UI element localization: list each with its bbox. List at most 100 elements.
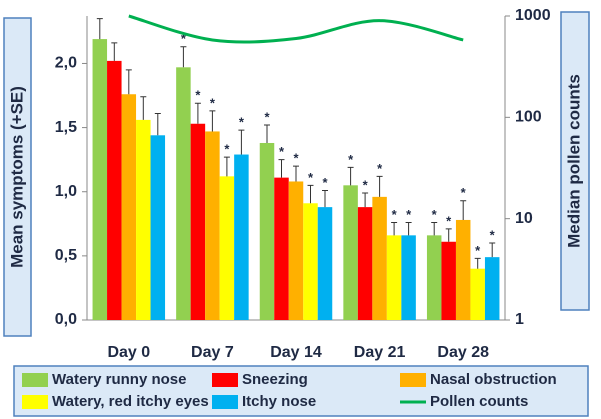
error-bar	[489, 242, 496, 258]
significance-mark: *	[490, 227, 496, 242]
legend-swatch	[22, 373, 48, 387]
error-bar	[194, 102, 201, 124]
bar	[455, 219, 471, 320]
bar	[317, 207, 333, 320]
error-bar	[278, 159, 285, 178]
bar	[426, 235, 442, 320]
y2-axis-title-box	[560, 11, 590, 311]
error-bar	[293, 165, 299, 182]
y-tick-label: 0,5	[55, 247, 77, 264]
significance-mark: *	[475, 243, 481, 258]
y2-tick-label: 100	[515, 109, 542, 126]
error-bar	[376, 175, 383, 197]
error-bar	[460, 200, 467, 220]
x-tick-label: Day 21	[354, 344, 406, 361]
y2-axis-title: Median pollen counts	[564, 74, 583, 248]
bar	[205, 131, 220, 320]
significance-mark: *	[279, 144, 285, 159]
bar	[303, 203, 318, 320]
error-bar	[391, 222, 398, 236]
x-tick-label: Day 14	[270, 344, 322, 361]
significance-mark: *	[377, 161, 383, 176]
significance-mark: *	[195, 88, 201, 103]
legend-swatch	[22, 395, 48, 409]
legend-label: Watery, red itchy eyes	[52, 393, 209, 410]
legend-label: Pollen counts	[430, 393, 528, 410]
significance-mark: *	[308, 170, 314, 185]
error-bar	[111, 42, 118, 61]
x-tick-label: Day 28	[437, 344, 489, 361]
y-axis-title-box	[3, 17, 32, 337]
y2-tick-label: 1000	[515, 7, 551, 24]
legend-label: Sneezing	[242, 371, 308, 388]
significance-mark: *	[406, 207, 412, 222]
significance-mark: *	[210, 95, 216, 110]
error-bar	[362, 192, 369, 208]
bar	[274, 177, 289, 320]
significance-mark: *	[392, 207, 398, 222]
bar	[372, 196, 387, 320]
error-bar	[474, 257, 481, 269]
error-bar	[264, 124, 270, 143]
legend-swatch	[212, 373, 238, 387]
bar	[441, 241, 456, 320]
x-tick-label: Day 0	[107, 344, 150, 361]
bar	[136, 119, 151, 320]
bar	[343, 185, 358, 320]
legend-label: Nasal obstruction	[430, 371, 557, 388]
bar	[484, 257, 500, 320]
significance-mark: *	[363, 177, 369, 192]
legend-box	[13, 365, 589, 417]
error-bar	[140, 96, 147, 120]
significance-mark: *	[181, 31, 187, 46]
significance-mark: *	[224, 142, 230, 157]
bar	[288, 181, 304, 320]
bar	[150, 135, 166, 320]
y-tick-label: 1,0	[55, 183, 77, 200]
bar	[234, 154, 249, 320]
error-bar	[307, 184, 314, 204]
bar	[92, 39, 108, 320]
error-bar	[180, 46, 187, 68]
error-bar	[347, 166, 354, 186]
significance-mark: *	[322, 175, 328, 190]
significance-mark: *	[293, 151, 299, 166]
y2-tick-label: 1	[515, 311, 524, 328]
pollen-line	[128, 14, 464, 44]
bar	[259, 142, 275, 320]
bar	[470, 268, 485, 320]
error-bar	[154, 112, 161, 136]
error-bar	[125, 69, 132, 95]
bar	[357, 207, 373, 320]
significance-mark: *	[446, 213, 452, 228]
error-bar	[96, 18, 103, 40]
bar	[386, 235, 402, 320]
bar	[176, 67, 191, 320]
error-bar	[405, 222, 412, 236]
bar	[107, 60, 122, 320]
y-tick-label: 1,5	[55, 119, 77, 136]
bar	[121, 94, 137, 321]
bar	[190, 123, 206, 321]
significance-mark: *	[348, 152, 354, 167]
legend-swatch	[400, 373, 426, 387]
bar	[401, 235, 416, 320]
error-bar	[223, 156, 230, 177]
legend-label: Watery runny nose	[52, 371, 186, 388]
error-bar	[209, 110, 216, 132]
significance-mark: *	[432, 207, 438, 222]
y-tick-label: 0,0	[55, 311, 77, 328]
y-tick-label: 2,0	[55, 55, 77, 72]
significance-mark: *	[461, 185, 467, 200]
significance-mark: *	[264, 109, 270, 124]
legend-swatch	[212, 395, 238, 409]
error-bar	[445, 228, 452, 242]
error-bar	[322, 189, 328, 208]
error-bar	[238, 129, 245, 155]
legend-label: Itchy nose	[242, 393, 316, 410]
y-axis-title: Mean symptoms (+SE)	[7, 86, 26, 268]
y2-tick-label: 10	[515, 210, 533, 227]
bar	[219, 176, 235, 320]
error-bar	[431, 222, 438, 236]
